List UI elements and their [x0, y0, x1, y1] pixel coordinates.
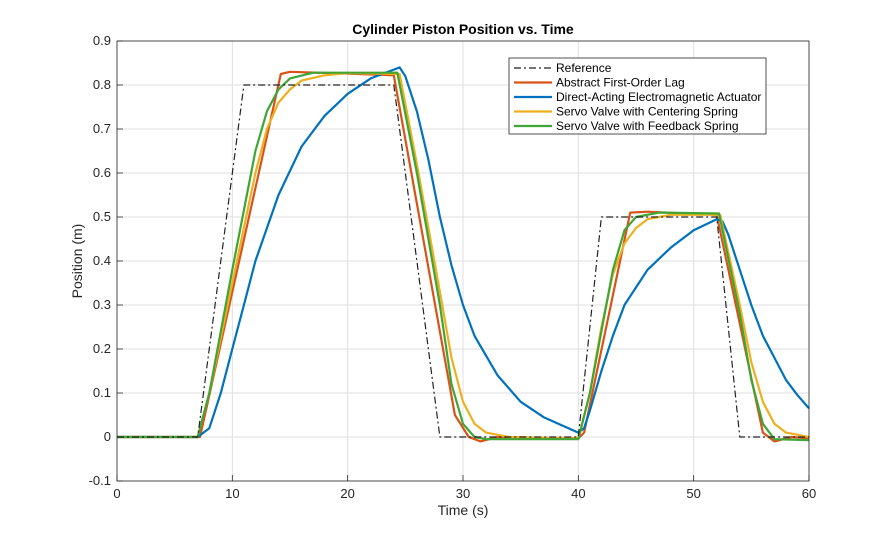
legend-label: Direct-Acting Electromagnetic Actuator: [556, 90, 761, 104]
y-tick-label: 0.1: [93, 385, 111, 400]
series-line-2: [117, 66, 810, 439]
y-tick-label: 0.2: [93, 341, 111, 356]
y-tick-label: 0.4: [93, 253, 111, 268]
y-tick-label: 0: [104, 429, 111, 444]
series-line-4: [117, 71, 810, 442]
x-tick-label: 50: [686, 486, 700, 501]
x-axis-label: Time (s): [438, 502, 489, 518]
x-tick-label: 40: [571, 486, 585, 501]
y-tick-label: 0.3: [93, 297, 111, 312]
chart-title: Cylinder Piston Position vs. Time: [352, 21, 574, 37]
x-tick-label: 30: [456, 486, 470, 501]
x-tick-label: 10: [225, 486, 239, 501]
y-tick-label: 0.9: [93, 33, 111, 48]
legend-label: Reference: [556, 61, 612, 75]
series-line-3: [117, 72, 810, 440]
x-tick-label: 60: [802, 486, 816, 501]
y-tick-label: 0.6: [93, 165, 111, 180]
x-tick-label: 20: [340, 486, 354, 501]
legend-label: Abstract First-Order Lag: [556, 76, 685, 90]
legend-label: Servo Valve with Feedback Spring: [556, 119, 739, 133]
y-tick-label: 0.8: [93, 77, 111, 92]
legend-label: Servo Valve with Centering Spring: [556, 105, 738, 119]
tick-labels: 0 10 20 30 40 50 60-0.100.10.20.30.40.50.60.70…: [89, 33, 817, 501]
y-tick-label: 0.5: [93, 209, 111, 224]
y-tick-label: -0.1: [89, 473, 111, 488]
series-lines: [117, 66, 810, 443]
series-line-0: [117, 84, 809, 438]
y-tick-label: 0.7: [93, 121, 111, 136]
series-line-1: [117, 70, 810, 443]
y-axis-label: Position (m): [69, 224, 85, 299]
x-tick-label: 0: [113, 486, 120, 501]
